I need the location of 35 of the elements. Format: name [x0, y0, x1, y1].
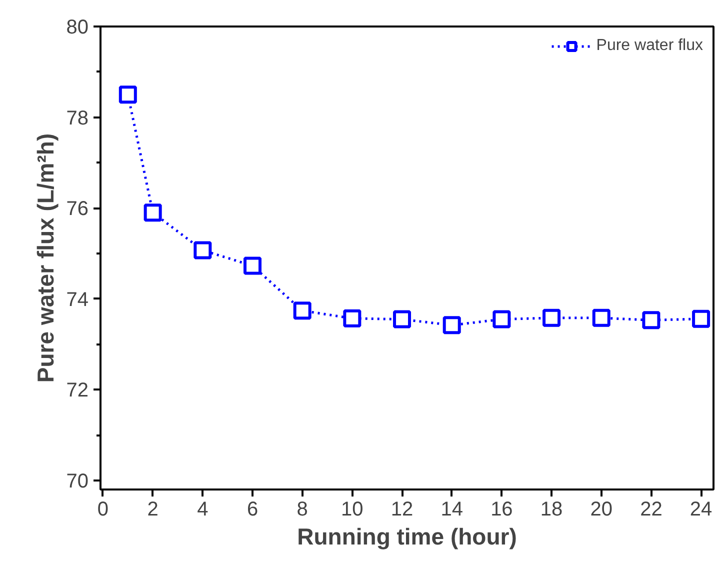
point [118, 86, 137, 104]
x-tick-label: 6 [246, 498, 258, 520]
x-axis-title: Running time (hour) [297, 524, 517, 550]
point [144, 204, 162, 222]
y-tick-label: 74 [66, 288, 89, 311]
x-tick-label: 14 [440, 498, 463, 520]
point [542, 308, 561, 327]
point [244, 256, 262, 275]
point [492, 310, 511, 328]
x-tick-label: 20 [590, 498, 612, 520]
y-tick-label: 80 [66, 16, 89, 38]
y-tick-label: 70 [66, 470, 89, 492]
point [194, 241, 212, 260]
point [442, 316, 461, 334]
point [592, 308, 610, 327]
point [343, 309, 362, 328]
point [393, 310, 412, 328]
y-tick-label: 72 [66, 380, 89, 402]
x-tick-label: 22 [640, 498, 662, 520]
point [692, 310, 710, 328]
x-tick-label: 12 [390, 498, 414, 520]
legend-label: Pure water flux [596, 37, 703, 55]
point [293, 302, 312, 320]
x-tick-label: 8 [296, 498, 308, 520]
x-tick-label: 16 [490, 498, 513, 520]
x-tick-label: 18 [540, 498, 563, 520]
y-tick-label: 76 [66, 198, 89, 220]
x-tick-label: 24 [690, 498, 712, 520]
x-tick-label: 0 [97, 498, 109, 520]
y-tick-label: 78 [66, 107, 89, 130]
x-tick-label: 4 [197, 498, 208, 520]
point [642, 311, 660, 330]
y-axis-title: Pure water flux (L/m²h) [32, 133, 58, 383]
x-tick-label: 10 [341, 498, 364, 520]
x-tick-label: 2 [147, 498, 158, 520]
